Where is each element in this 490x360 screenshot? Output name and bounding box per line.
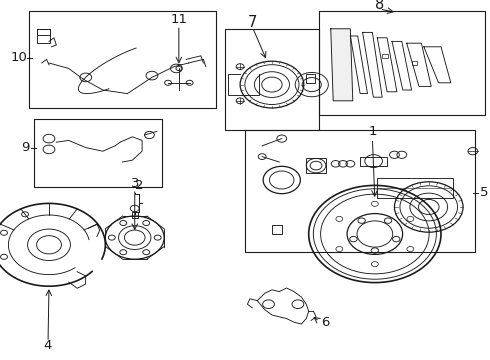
Bar	[272, 225, 282, 234]
Text: 7: 7	[247, 15, 257, 30]
Text: 8: 8	[375, 0, 384, 12]
Bar	[382, 54, 388, 58]
Text: 9: 9	[21, 141, 30, 154]
Text: 6: 6	[321, 316, 329, 329]
Text: 11: 11	[171, 13, 187, 26]
Text: 10: 10	[10, 51, 27, 64]
Bar	[34, 119, 162, 187]
Text: 5: 5	[480, 186, 488, 199]
Bar	[377, 178, 453, 198]
Bar	[306, 74, 315, 83]
Text: 1: 1	[368, 125, 377, 138]
Polygon shape	[331, 29, 353, 101]
Bar	[360, 157, 387, 166]
Bar	[37, 29, 50, 43]
Bar	[318, 11, 485, 115]
Bar	[225, 29, 318, 130]
Bar	[37, 29, 50, 35]
Text: 2: 2	[135, 179, 144, 192]
Text: 3: 3	[130, 177, 139, 190]
Bar	[245, 130, 475, 252]
Bar	[306, 158, 326, 173]
Bar	[132, 212, 138, 218]
Bar	[412, 61, 417, 65]
Text: 4: 4	[44, 339, 52, 352]
Bar	[29, 11, 216, 108]
